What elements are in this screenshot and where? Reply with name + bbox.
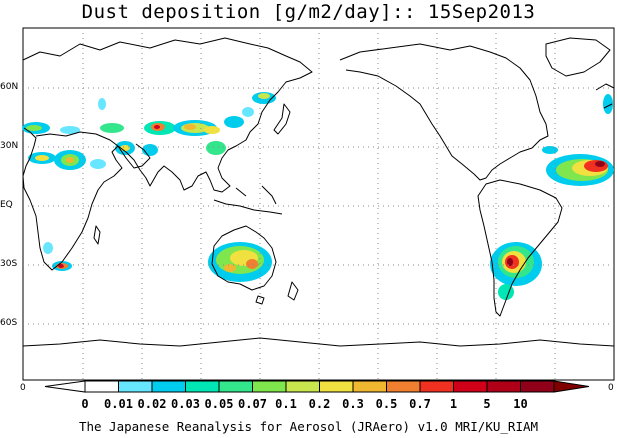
colorbar-tick-label: 0.05: [204, 397, 234, 411]
dust-field-layer: [22, 92, 614, 300]
coast-eurasia-africa: [22, 37, 313, 271]
dust-region-middle-east: [100, 121, 176, 156]
coast-south-america: [477, 179, 563, 317]
dust-region-south-america: [490, 242, 542, 300]
lat-label-60s: 60S: [0, 318, 18, 328]
coast-madagascar: [93, 225, 101, 245]
colorbar-tick-label: 0.3: [342, 397, 364, 411]
colorbar-tick-label: 0.03: [171, 397, 200, 411]
colorbar-tick-label: 0.01: [104, 397, 133, 411]
dust-region-east-asia: [98, 92, 276, 117]
lat-label-eq: EQ: [0, 200, 13, 210]
graticule: [23, 28, 614, 380]
colorbar-tick-label: 0.5: [375, 397, 398, 411]
colorbar-tick-label: 1: [449, 397, 458, 411]
coast-new-zealand: [287, 281, 299, 301]
coast-japan: [273, 103, 291, 135]
dust-region-australia: [208, 242, 272, 282]
dust-region-north-atlantic: [542, 94, 614, 186]
colorbar-swatch: [386, 380, 421, 393]
colorbar-swatch: [151, 380, 186, 393]
colorbar-swatch: [285, 380, 320, 393]
dust-region-central-asia: [173, 116, 244, 155]
colorbar-swatch: [118, 380, 153, 393]
colorbar-tick-label: 10: [513, 397, 528, 411]
colorbar-swatch: [486, 380, 521, 393]
coast-mediterranean: [35, 131, 119, 147]
colorbar: [44, 380, 590, 393]
colorbar-tick-label: 0.2: [308, 397, 331, 411]
colorbar-tick-label: 0.7: [409, 397, 431, 411]
lon-label-left: 0: [20, 383, 26, 393]
colorbar-swatch: [419, 380, 454, 393]
colorbar-triangle-left: [44, 380, 86, 393]
coast-europe-west: [595, 83, 615, 109]
colorbar-swatch: [319, 380, 354, 393]
colorbar-tick-label: 0.1: [275, 397, 297, 411]
footer-credit: The Japanese Reanalysis for Aerosol (JRA…: [78, 419, 539, 434]
dust-region-southern-africa: [43, 242, 72, 271]
colorbar-swatch: [84, 380, 119, 393]
coast-north-america: [339, 43, 549, 181]
colorbar-tick-label: 0: [81, 397, 89, 411]
coast-tasmania: [255, 295, 265, 305]
lat-label-30n: 30N: [0, 141, 19, 151]
colorbar-tick-label: 5: [483, 397, 491, 411]
colorbar-swatch: [453, 380, 488, 393]
colorbar-swatch: [520, 380, 555, 393]
colorbar-swatch: [252, 380, 287, 393]
colorbar-triangle-right: [553, 380, 590, 393]
colorbar-swatch: [185, 380, 220, 393]
coast-australia: [211, 225, 277, 291]
colorbar-tick-label: 0.02: [137, 397, 167, 411]
coast-antarctica: [22, 337, 615, 347]
lat-label-30s: 30S: [0, 259, 18, 269]
coast-indonesia: [213, 185, 283, 215]
coast-arabia: [117, 143, 151, 169]
lon-label-right: 0: [608, 383, 614, 393]
coast-west-africa: [22, 127, 37, 189]
lat-label-60n: 60N: [0, 82, 19, 92]
coast-greenland: [545, 37, 611, 77]
dust-region-sahara-arabia: [28, 141, 135, 170]
colorbar-tick-label: 0.07: [238, 397, 267, 411]
coastlines: [22, 37, 615, 347]
colorbar-swatch: [218, 380, 253, 393]
map-title: Dust deposition [g/m2/day]:: 15Sep2013: [81, 1, 536, 23]
colorbar-swatch: [352, 380, 387, 393]
